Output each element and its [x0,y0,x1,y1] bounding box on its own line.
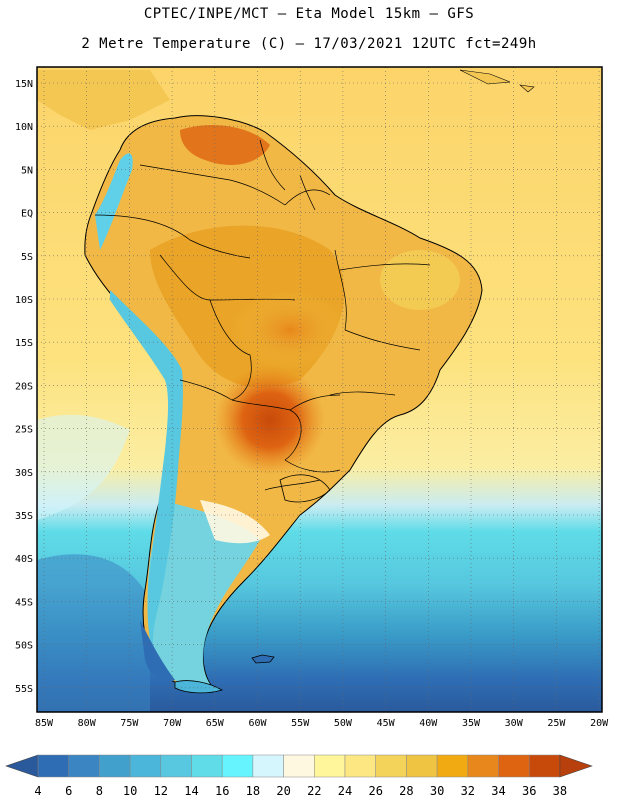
lon-label: 20W [590,718,609,729]
colorbar-label: 4 [34,784,41,798]
colorbar-label: 20 [276,784,290,798]
caribbean-island [519,84,535,93]
central-andes-cold [110,290,183,660]
lat-label: 20S [15,381,33,392]
lat-label: 5N [21,165,33,176]
lon-label: 30W [505,718,524,729]
map-field [37,67,602,712]
lat-label: 55S [15,684,33,695]
lat-label: 5S [21,252,33,263]
colorbar-label: 26 [368,784,382,798]
lat-label: 30S [15,468,33,479]
falkland-islands [251,654,275,664]
colorbar-label: 24 [338,784,352,798]
cold-pacific-area [37,554,150,712]
colorbar-label: 18 [246,784,260,798]
colorbar-swatch [467,754,499,778]
colorbar-swatch [344,754,376,778]
colorbar-swatch [37,754,69,778]
longitude-labels: 85W 80W 75W 70W 65W 60W 55W 50W 45W 40W 35W 30W 25W 2… [35,718,609,729]
colorbar-swatch [68,754,100,778]
colorbar-swatch [498,754,530,778]
colorbar-swatch [314,754,346,778]
colorbar-label: 10 [123,784,137,798]
lat-label: 25S [15,425,33,436]
northeast-brazil-area [380,250,460,310]
lat-label: 15S [15,338,33,349]
colorbar-swatch [221,754,254,778]
colorbar-label: 28 [399,784,413,798]
paraguay-hot-spot [215,365,325,475]
colorbar-label: 30 [430,784,444,798]
lat-label: 45S [15,597,33,608]
colorbar-swatch [99,754,131,778]
lat-label: 40S [15,554,33,565]
lon-label: 35W [462,718,481,729]
patagonia-cool-area [147,500,260,690]
colorbar-swatch [129,754,162,778]
cool-pacific-area [37,414,130,520]
lat-label: 50S [15,641,33,652]
lat-label: 10N [15,122,33,133]
lat-label: 35S [15,511,33,522]
lat-label: 10S [15,295,33,306]
title-line-2: 2 Metre Temperature (C) – 17/03/2021 12U… [81,36,537,52]
central-america-land [37,70,170,130]
colorbar: 4 6 8 10 12 14 16 18 20 22 24 26 28 30 32 34 36 38 [5,754,593,798]
colorbar-label: 16 [215,784,229,798]
pampas-mild-area [200,500,270,544]
colorbar-label: 14 [184,784,198,798]
colorbar-swatch [191,754,223,778]
colorbar-swatch [160,754,192,778]
lon-label: 55W [291,718,310,729]
colorbar-high-arrow [559,754,593,778]
map-frame [36,66,603,713]
colorbar-label: 36 [522,784,536,798]
lon-label: 75W [120,718,139,729]
tierra-del-fuego [174,680,224,694]
colorbar-swatch [406,754,438,778]
colorbar-swatch [436,754,469,778]
title-line-1: CPTEC/INPE/MCT – Eta Model 15km – GFS [143,6,475,22]
lon-label: 85W [35,718,54,729]
southern-andes-cold [140,620,175,682]
colorbar-label: 12 [154,784,168,798]
lon-label: 40W [419,718,438,729]
colorbar-label: 22 [307,784,321,798]
venezuela-hot-area [180,125,270,165]
caribbean-island [459,69,511,85]
colorbar-swatch [528,754,561,778]
colorbar-label: 38 [553,784,567,798]
uruguay-outline [279,474,331,503]
country-borders [94,139,431,491]
colorbar-label: 32 [461,784,475,798]
lon-label: 60W [248,718,267,729]
lon-label: 50W [334,718,353,729]
colorbar-label: 34 [491,784,505,798]
colorbar-swatch [283,754,315,778]
colorbar-swatch [375,754,407,778]
lat-label: EQ [21,209,33,220]
colorbar-label: 8 [96,784,103,798]
colorbar-low-arrow [5,754,39,778]
central-brazil-warm-area [230,290,350,370]
northern-andes-cold [95,153,133,250]
lat-label: 15N [15,79,33,90]
lon-label: 80W [78,718,97,729]
latitude-labels: 15N 10N 5N EQ 5S 10S 15S 20S 25S 30S 35S 40S 45S 50S 5… [15,79,33,695]
lon-label: 25W [547,718,566,729]
colorbar-label: 6 [65,784,72,798]
lon-label: 70W [163,718,182,729]
lon-label: 45W [377,718,396,729]
lon-label: 65W [206,718,225,729]
colorbar-swatch [252,754,284,778]
